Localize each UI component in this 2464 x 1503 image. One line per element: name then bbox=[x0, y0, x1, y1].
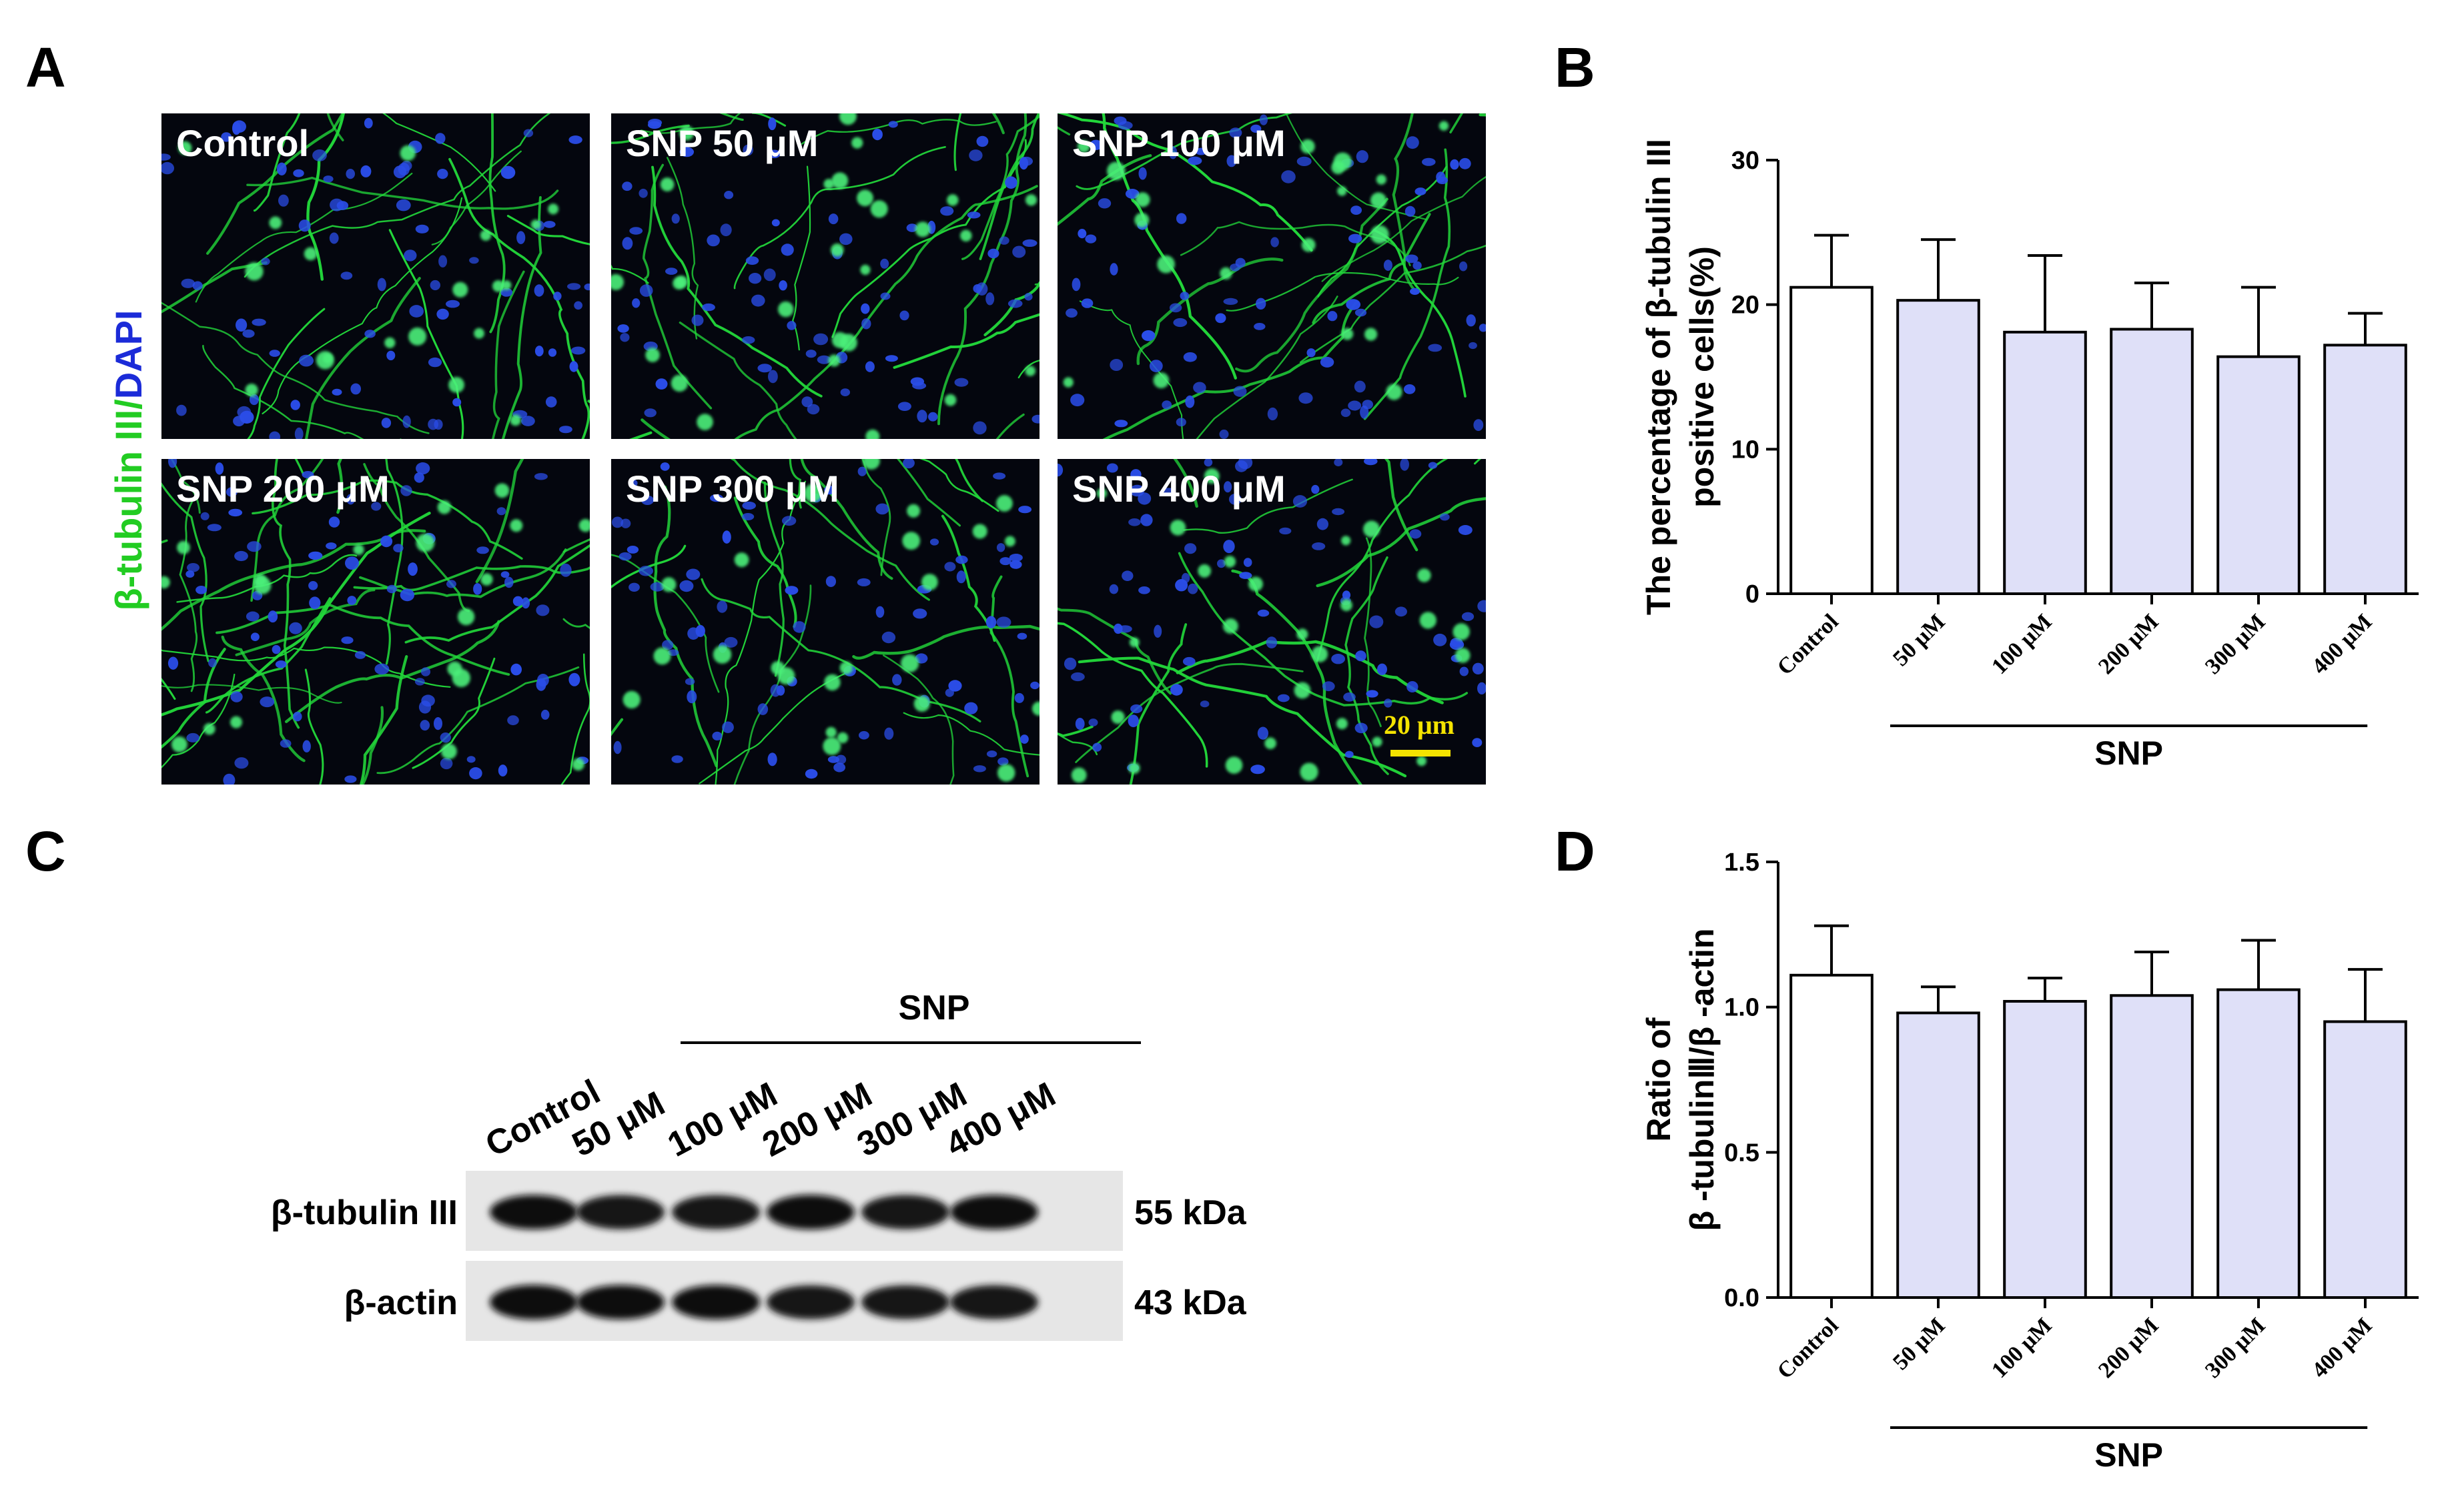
y-tick-label: 0.0 bbox=[1724, 1284, 1759, 1312]
stain-label-sep: / bbox=[107, 399, 149, 410]
x-tick-label: 200 μM bbox=[2094, 1313, 2164, 1383]
micrograph-2: SNP 50 μM bbox=[611, 113, 1040, 439]
blot-band bbox=[861, 1195, 949, 1229]
micrograph-label: SNP 100 μM bbox=[1072, 122, 1286, 164]
svg-text:β-tubulin III/DAPI: β-tubulin III/DAPI bbox=[107, 310, 149, 610]
y-tick-label: 10 bbox=[1731, 436, 1759, 464]
micrograph-label: Control bbox=[176, 122, 309, 164]
blot-size-label: 55 kDa bbox=[1134, 1193, 1247, 1232]
micrograph-texture bbox=[611, 113, 1040, 439]
blot-band bbox=[490, 1285, 578, 1320]
blot-band bbox=[576, 1195, 665, 1229]
blot-band bbox=[767, 1195, 855, 1229]
blot-band bbox=[672, 1285, 760, 1320]
x-tick-label: 100 μM bbox=[1987, 609, 2057, 679]
x-tick-label: Control bbox=[1773, 1313, 1843, 1384]
x-tick-label: 50 μM bbox=[1888, 609, 1950, 671]
bar bbox=[1896, 299, 1980, 595]
bar bbox=[2110, 328, 2194, 595]
scale-bar bbox=[1390, 750, 1451, 757]
blot-band bbox=[767, 1285, 855, 1320]
micrograph-label: SNP 300 μM bbox=[626, 468, 839, 510]
blot-size-label: 43 kDa bbox=[1134, 1284, 1247, 1322]
chart-d: 0.0 0.5 1.0 1.5 Control 50 μM 100 μM 200 μM 300 … bbox=[1640, 849, 2419, 1474]
y-axis-title-line2: positive cells(%) bbox=[1683, 246, 1721, 508]
y-tick-label: 0 bbox=[1745, 580, 1759, 608]
blot-band bbox=[950, 1285, 1038, 1320]
micrograph-5: SNP 300 μM bbox=[611, 459, 1040, 785]
x-tick-label: 400 μM bbox=[2307, 1313, 2377, 1383]
x-tick-label: 50 μM bbox=[1888, 1313, 1950, 1375]
blot-strip: β-tubulin III 55 kDa bbox=[271, 1171, 1247, 1251]
y-tick-label: 30 bbox=[1731, 147, 1759, 175]
blot-band bbox=[672, 1195, 760, 1229]
y-tick-label: 1.5 bbox=[1724, 849, 1759, 877]
y-axis-title-line1: Ratio of bbox=[1640, 1017, 1677, 1141]
x-tick-label: 300 μM bbox=[2200, 609, 2271, 679]
group-label: SNP bbox=[2094, 1436, 2163, 1474]
x-tick-label: Control bbox=[1773, 609, 1843, 680]
blot-lane-label: 200 μM bbox=[756, 1075, 878, 1165]
bar bbox=[2216, 988, 2301, 1299]
bar bbox=[2003, 999, 2087, 1299]
micrograph-texture bbox=[1058, 459, 1486, 785]
micrograph-1: Control bbox=[161, 113, 590, 439]
micrograph-label: SNP 200 μM bbox=[176, 468, 390, 510]
bar bbox=[2323, 344, 2407, 595]
micrograph-texture bbox=[611, 459, 1040, 785]
stain-label-green: β-tubulin III bbox=[107, 410, 149, 611]
group-label: SNP bbox=[2094, 734, 2163, 772]
micrograph-label: SNP 400 μM bbox=[1072, 468, 1286, 510]
micrograph-texture bbox=[1058, 113, 1486, 439]
micrograph-texture bbox=[161, 113, 590, 439]
micrograph-grid: Control SNP 50 μM SNP 100 μM SNP 200 μM SNP … bbox=[161, 113, 1486, 785]
bar bbox=[1896, 1011, 1980, 1299]
blot-band bbox=[490, 1195, 578, 1229]
micrograph-3: SNP 100 μM bbox=[1058, 113, 1486, 439]
y-tick-label: 20 bbox=[1731, 292, 1759, 320]
x-tick-label: 300 μM bbox=[2200, 1313, 2271, 1383]
y-axis-title-line1: The percentage of β-tubulin III bbox=[1640, 139, 1677, 615]
y-axis-title-line2: β -tubulinⅢ/β -actin bbox=[1683, 929, 1721, 1231]
scale-bar-label: 20 μm bbox=[1384, 710, 1455, 740]
x-tick-label: 400 μM bbox=[2307, 609, 2377, 679]
blot-lane-label: 100 μM bbox=[661, 1075, 783, 1165]
x-tick-label: 100 μM bbox=[1987, 1313, 2057, 1383]
panel-letter-b: B bbox=[1555, 36, 1595, 99]
y-tick-label: 1.0 bbox=[1724, 994, 1759, 1022]
y-tick-label: 0.5 bbox=[1724, 1139, 1759, 1167]
bar bbox=[2110, 994, 2194, 1299]
chart-b: 0 10 20 30 Control 50 μM 100 μM 200 μM 300 μM 400… bbox=[1640, 139, 2419, 772]
micrograph-texture bbox=[161, 459, 590, 785]
blot-group-label: SNP bbox=[899, 989, 970, 1027]
bar bbox=[2216, 355, 2301, 596]
blot-strip: β-actin 43 kDa bbox=[344, 1261, 1247, 1341]
stain-label: β-tubulin III/DAPI bbox=[107, 310, 149, 610]
micrograph-6: SNP 400 μM bbox=[1058, 459, 1486, 785]
x-tick-label: 200 μM bbox=[2094, 609, 2164, 679]
stain-label-blue: DAPI bbox=[107, 310, 149, 399]
micrograph-background bbox=[1058, 459, 1486, 785]
micrograph-background bbox=[1058, 113, 1486, 439]
panel-letter-d: D bbox=[1555, 820, 1595, 883]
bar bbox=[2323, 1020, 2407, 1300]
blot-protein-label: β-tubulin III bbox=[271, 1193, 458, 1232]
micrograph-4: SNP 200 μM bbox=[161, 459, 590, 785]
bar bbox=[2003, 330, 2087, 595]
blot-band bbox=[950, 1195, 1038, 1229]
micrograph-label: SNP 50 μM bbox=[626, 122, 818, 164]
blot-band bbox=[576, 1285, 665, 1320]
bar bbox=[1789, 973, 1874, 1300]
micrograph-background bbox=[611, 459, 1040, 785]
panel-letter-c: C bbox=[25, 820, 66, 883]
blot-band bbox=[861, 1285, 949, 1320]
blot-protein-label: β-actin bbox=[344, 1284, 458, 1322]
bar bbox=[1789, 286, 1874, 595]
panel-letter-a: A bbox=[25, 36, 66, 99]
